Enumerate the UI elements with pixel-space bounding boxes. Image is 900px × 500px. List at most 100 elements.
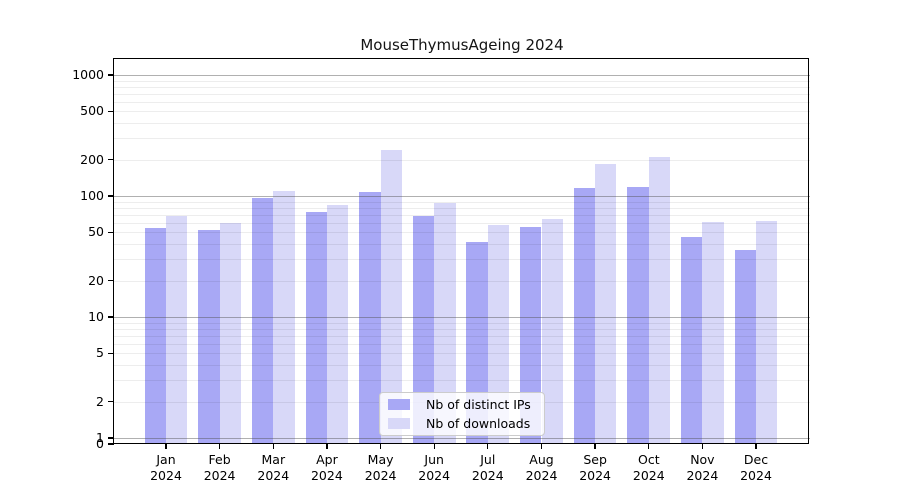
x-tick-label: Jun 2024 bbox=[418, 452, 451, 483]
legend-swatch-icon bbox=[388, 399, 410, 410]
gridline-minor bbox=[114, 353, 810, 355]
x-tick-label: Aug 2024 bbox=[525, 452, 558, 483]
x-tick-mark bbox=[755, 444, 757, 449]
gridline-minor bbox=[114, 280, 810, 282]
x-tick-label: Jul 2024 bbox=[471, 452, 504, 483]
y-tick-label: 5 bbox=[96, 345, 104, 361]
y-tick-label: 1000 bbox=[72, 67, 104, 82]
x-tick-label: Sep 2024 bbox=[579, 452, 611, 483]
bar-distinct-ips bbox=[198, 230, 220, 444]
bar-downloads bbox=[702, 222, 724, 444]
gridline-major bbox=[114, 196, 810, 197]
bar-downloads bbox=[326, 204, 349, 444]
x-tick-mark bbox=[487, 444, 489, 449]
x-tick-mark bbox=[326, 444, 328, 449]
gridline-minor bbox=[114, 101, 810, 103]
y-tick-label: 0 bbox=[96, 436, 104, 451]
gridline-minor bbox=[114, 365, 810, 367]
bar-downloads bbox=[595, 163, 617, 444]
bar-downloads bbox=[219, 222, 241, 444]
y-tick-mark bbox=[108, 231, 114, 234]
gridline-major bbox=[114, 75, 810, 76]
gridline-minor bbox=[114, 232, 810, 234]
gridline-minor bbox=[114, 207, 810, 209]
bar-distinct-ips bbox=[305, 211, 327, 444]
gridline-minor bbox=[114, 244, 810, 246]
gridline-minor bbox=[114, 214, 810, 216]
x-tick-mark bbox=[648, 444, 650, 449]
x-tick-label: May 2024 bbox=[364, 452, 397, 483]
chart-title: MouseThymusAgeing 2024 bbox=[360, 36, 564, 54]
bar-distinct-ips bbox=[734, 249, 756, 444]
legend-label: Nb of distinct IPs bbox=[426, 397, 531, 412]
x-tick-mark bbox=[701, 444, 704, 449]
bar-downloads bbox=[756, 221, 778, 444]
bar-distinct-ips bbox=[520, 227, 542, 444]
y-tick-mark bbox=[108, 74, 114, 76]
y-tick-label: 100 bbox=[80, 188, 104, 203]
y-tick-mark bbox=[108, 443, 114, 445]
y-tick-label: 200 bbox=[80, 151, 104, 167]
gridline-minor bbox=[114, 80, 810, 82]
x-tick-label: Jan 2024 bbox=[150, 452, 182, 483]
bar-downloads bbox=[648, 157, 671, 444]
bar-downloads bbox=[273, 191, 295, 444]
y-tick-label: 50 bbox=[88, 224, 104, 240]
gridline-minor bbox=[114, 259, 810, 261]
gridline-minor bbox=[114, 343, 810, 345]
bar-distinct-ips bbox=[412, 216, 435, 444]
y-tick-mark bbox=[108, 316, 114, 318]
gridline-minor bbox=[114, 335, 810, 337]
y-tick-mark bbox=[108, 158, 114, 161]
x-tick-mark bbox=[433, 444, 435, 449]
y-tick-label: 2 bbox=[96, 393, 104, 409]
gridline-minor bbox=[114, 201, 810, 203]
legend-row: Nb of distinct IPs bbox=[386, 397, 538, 412]
gridline-minor bbox=[114, 138, 810, 140]
y-tick-mark bbox=[108, 352, 114, 355]
y-tick-mark bbox=[108, 110, 114, 113]
x-tick-label: Feb 2024 bbox=[203, 452, 236, 483]
x-tick-label: Oct 2024 bbox=[632, 452, 665, 483]
bar-downloads bbox=[487, 224, 510, 444]
x-tick-mark bbox=[272, 444, 274, 449]
bar-distinct-ips bbox=[681, 236, 703, 444]
gridline-minor bbox=[114, 380, 810, 382]
gridline-major bbox=[114, 317, 810, 318]
y-tick-label: 10 bbox=[88, 309, 104, 324]
bar-downloads bbox=[434, 202, 456, 444]
bar-distinct-ips bbox=[251, 197, 274, 444]
x-tick-mark bbox=[218, 444, 221, 449]
bar-distinct-ips bbox=[573, 188, 596, 444]
gridline-minor bbox=[114, 222, 810, 224]
bar-downloads bbox=[380, 150, 402, 444]
gridline-minor bbox=[114, 322, 810, 324]
y-tick-label: 20 bbox=[88, 272, 104, 288]
legend-label: Nb of downloads bbox=[426, 416, 531, 431]
y-tick-mark bbox=[108, 400, 114, 403]
chart-legend: Nb of distinct IPs Nb of downloads bbox=[379, 392, 545, 436]
gridline-minor bbox=[114, 93, 810, 95]
x-tick-mark bbox=[540, 444, 543, 449]
gridline-minor bbox=[114, 123, 810, 125]
y-tick-mark bbox=[108, 195, 114, 197]
x-tick-label: Nov 2024 bbox=[686, 452, 719, 483]
bar-distinct-ips bbox=[359, 192, 381, 444]
legend-swatch-icon bbox=[388, 418, 410, 429]
bar-downloads bbox=[166, 216, 188, 444]
gridline-minor bbox=[114, 86, 810, 88]
legend-row: Nb of downloads bbox=[386, 416, 538, 431]
y-tick-label: 500 bbox=[80, 103, 104, 119]
y-tick-mark bbox=[108, 437, 114, 439]
bar-downloads bbox=[541, 218, 563, 444]
bar-distinct-ips bbox=[144, 228, 166, 444]
x-tick-mark bbox=[594, 444, 596, 449]
y-tick-mark bbox=[108, 279, 114, 282]
gridline-minor bbox=[114, 159, 810, 161]
bar-distinct-ips bbox=[627, 187, 649, 444]
y-tick-label: 1 bbox=[96, 430, 104, 445]
x-tick-label: Mar 2024 bbox=[257, 452, 290, 483]
gridline-minor bbox=[114, 328, 810, 330]
x-tick-label: Apr 2024 bbox=[310, 452, 343, 483]
